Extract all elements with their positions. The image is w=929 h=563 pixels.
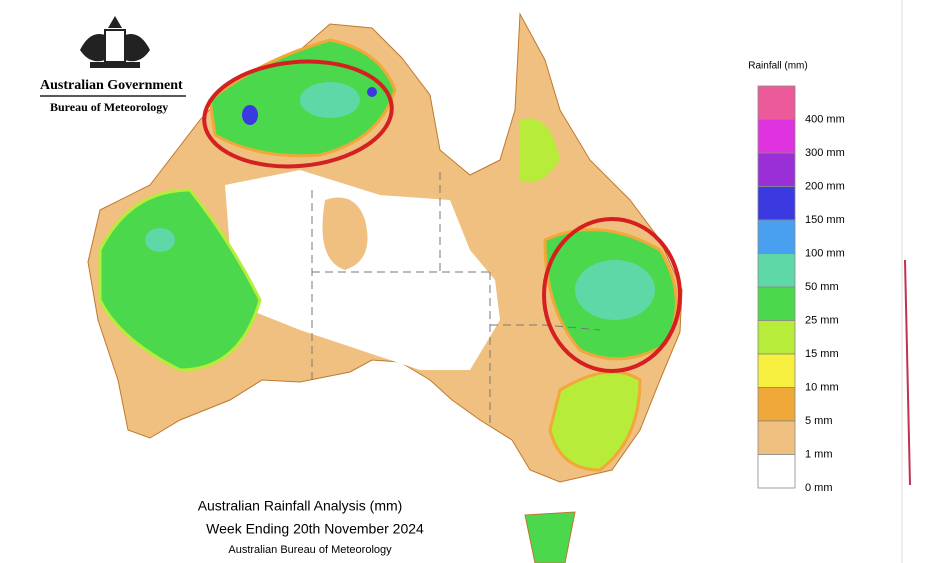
legend-label: 25 mm: [805, 314, 839, 326]
legend-swatch: [757, 186, 796, 221]
legend-label: 10 mm: [805, 381, 839, 393]
legend-label: 200 mm: [805, 180, 845, 192]
stray-line: [904, 259, 911, 486]
dry-zone: [225, 170, 500, 370]
wet-zone-ne: [520, 118, 560, 183]
heavy-rain: [300, 82, 360, 118]
wet-zone-nsw: [548, 370, 642, 472]
legend-swatch: [757, 85, 796, 120]
legend-label: 15 mm: [805, 348, 839, 360]
coat-of-arms: [80, 16, 150, 68]
heavy-rain: [367, 87, 377, 97]
legend: 400 mm 300 mm 200 mm 150 mm 100 mm 50 mm 25 mm…: [757, 85, 845, 494]
legend-swatch: [757, 320, 796, 355]
state-borders: [311, 172, 601, 425]
legend-label: 1 mm: [805, 448, 833, 460]
legend-swatch: [757, 219, 796, 254]
heavy-rain: [145, 228, 175, 252]
legend-label: 150 mm: [805, 214, 845, 226]
heavy-rain: [242, 105, 258, 125]
legend-label: 400 mm: [805, 113, 845, 125]
map-source: Australian Bureau of Meteorology: [228, 544, 392, 556]
legend-swatch: [757, 253, 796, 288]
legend-swatch: [757, 119, 796, 154]
legend-swatch: [757, 387, 796, 422]
wet-zone-sw: [98, 188, 262, 372]
bureau-name: Bureau of Meteorology: [50, 100, 168, 114]
highlight-circle: [542, 217, 682, 373]
legend-swatch: [757, 420, 796, 455]
legend-label: 300 mm: [805, 147, 845, 159]
legend-label: 5 mm: [805, 415, 833, 427]
gov-name: Australian Government: [40, 78, 183, 93]
tasmania: [524, 511, 576, 563]
map-title: Australian Rainfall Analysis (mm): [198, 498, 403, 514]
legend-swatch: [757, 353, 796, 388]
legend-title: Rainfall (mm): [748, 61, 807, 72]
map-subtitle: Week Ending 20th November 2024: [206, 521, 424, 537]
legend-label: 100 mm: [805, 247, 845, 259]
legend-swatch: [757, 454, 796, 489]
dry-patch: [322, 197, 368, 270]
legend-label: 0 mm: [805, 482, 833, 494]
highlight-circle: [202, 59, 394, 169]
heavy-rain: [575, 260, 655, 320]
legend-label: 50 mm: [805, 281, 839, 293]
legend-swatch: [757, 152, 796, 187]
legend-swatch: [757, 286, 796, 321]
